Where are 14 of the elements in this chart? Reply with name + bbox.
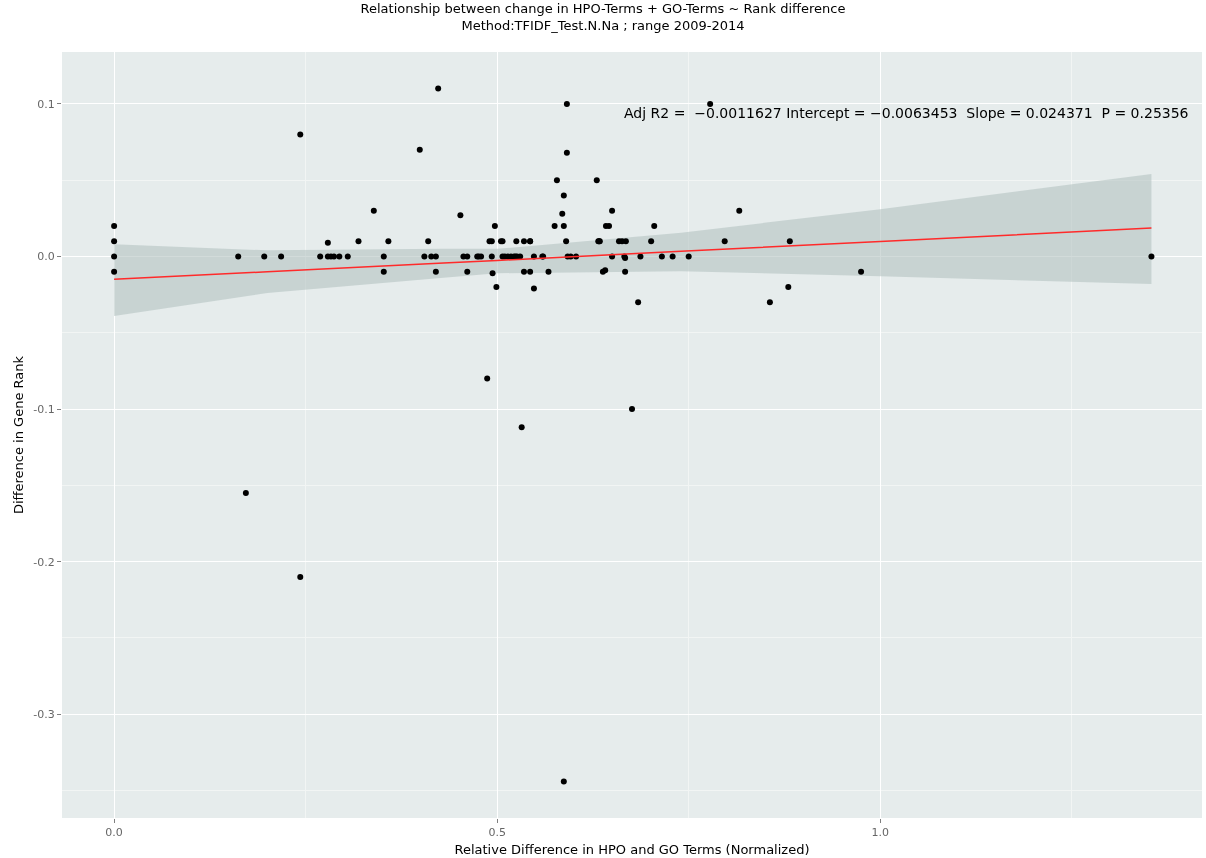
y-tick-label: -0.2: [33, 555, 55, 569]
y-axis-title: Difference in Gene Rank: [11, 355, 27, 515]
y-tick-label: 0.1: [37, 97, 55, 111]
x-tick-label: 0.0: [105, 826, 123, 840]
line-series: [113, 227, 1153, 281]
y-tick-label: -0.3: [33, 708, 55, 722]
x-axis-title: Relative Difference in HPO and GO Terms (Normalized): [454, 841, 810, 857]
annotation: Adj R2 = −0.0011627 Intercept = −0.0063453 Slope = 0.024371 P = 0.25356: [624, 105, 1189, 121]
x-tick-label: 1.0: [871, 826, 889, 840]
chart-title: Relationship between change in HPO-Terms + GO-Terms ~ Rank difference: [360, 0, 846, 16]
chart-subtitle: Method:TFIDF_Test.N.Na ; range 2009-2014: [461, 17, 745, 33]
y-tick-label: -0.1: [33, 402, 55, 416]
x-tick-label: 0.5: [488, 826, 506, 840]
y-tick-label: 0.0: [37, 250, 55, 264]
